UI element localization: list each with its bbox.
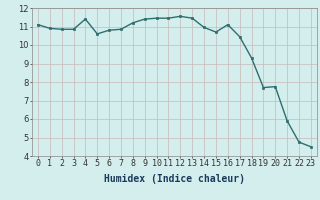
X-axis label: Humidex (Indice chaleur): Humidex (Indice chaleur) [104,174,245,184]
